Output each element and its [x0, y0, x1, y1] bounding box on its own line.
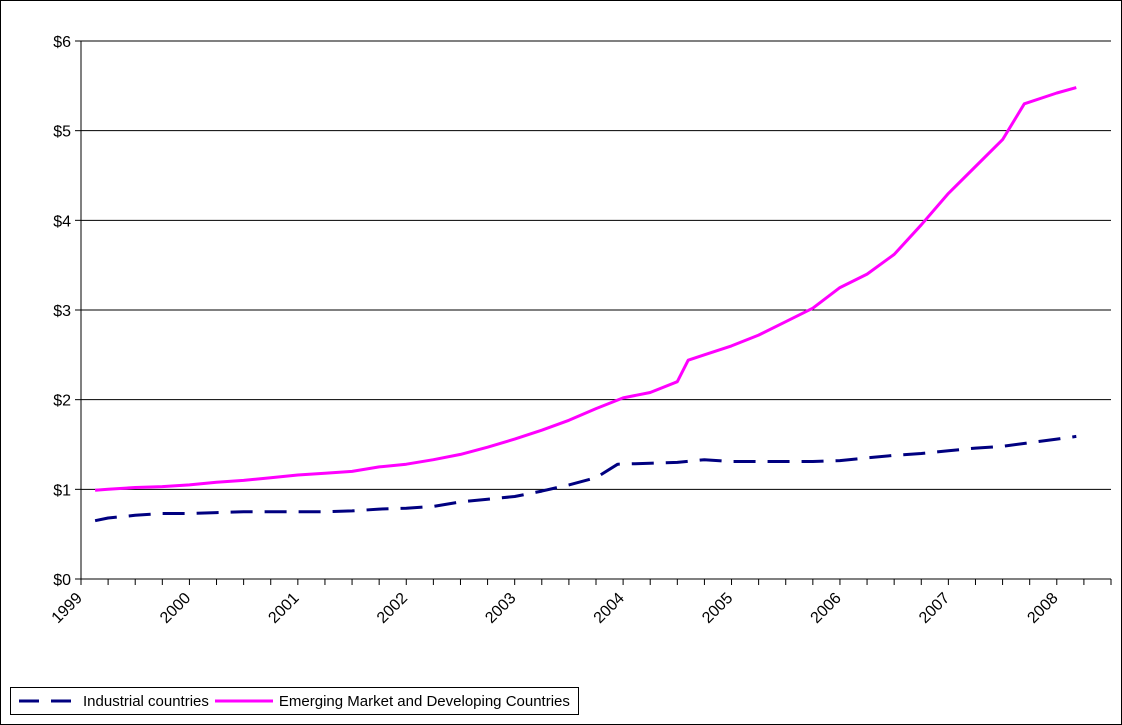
legend-label-emerging: Emerging Market and Developing Countries [278, 692, 570, 710]
y-tick-label: $0 [53, 572, 71, 589]
series-line-emerging [94, 86, 1077, 492]
x-tick-label: 2008 [1024, 590, 1061, 627]
x-tick-label: 2002 [374, 590, 411, 627]
legend-swatch-emerging [214, 699, 273, 703]
x-tick-label: 2001 [265, 590, 302, 627]
y-tick-label: $5 [53, 124, 71, 141]
legend-swatch-industrial [19, 699, 77, 703]
series-line-industrial [94, 434, 1077, 523]
legend: Industrial countries Emerging Market and… [10, 687, 579, 715]
legend-label-industrial: Industrial countries [83, 692, 209, 710]
legend-item-emerging: Emerging Market and Developing Countries [213, 693, 570, 710]
x-tick-label: 2007 [916, 590, 953, 627]
x-tick-label: 2000 [157, 590, 194, 627]
y-tick-label: $6 [53, 34, 71, 51]
y-tick-label: $4 [53, 213, 71, 230]
legend-item-industrial: Industrial countries [17, 693, 209, 710]
x-tick-label: 2004 [591, 590, 628, 627]
y-tick-label: $1 [53, 482, 71, 499]
y-tick-label: $3 [53, 303, 71, 320]
y-tick-label: $2 [53, 393, 71, 410]
x-tick-label: 2006 [808, 590, 845, 627]
x-tick-label: 1999 [49, 590, 86, 627]
x-tick-label: 2005 [699, 590, 736, 627]
x-tick-label: 2003 [482, 590, 519, 627]
